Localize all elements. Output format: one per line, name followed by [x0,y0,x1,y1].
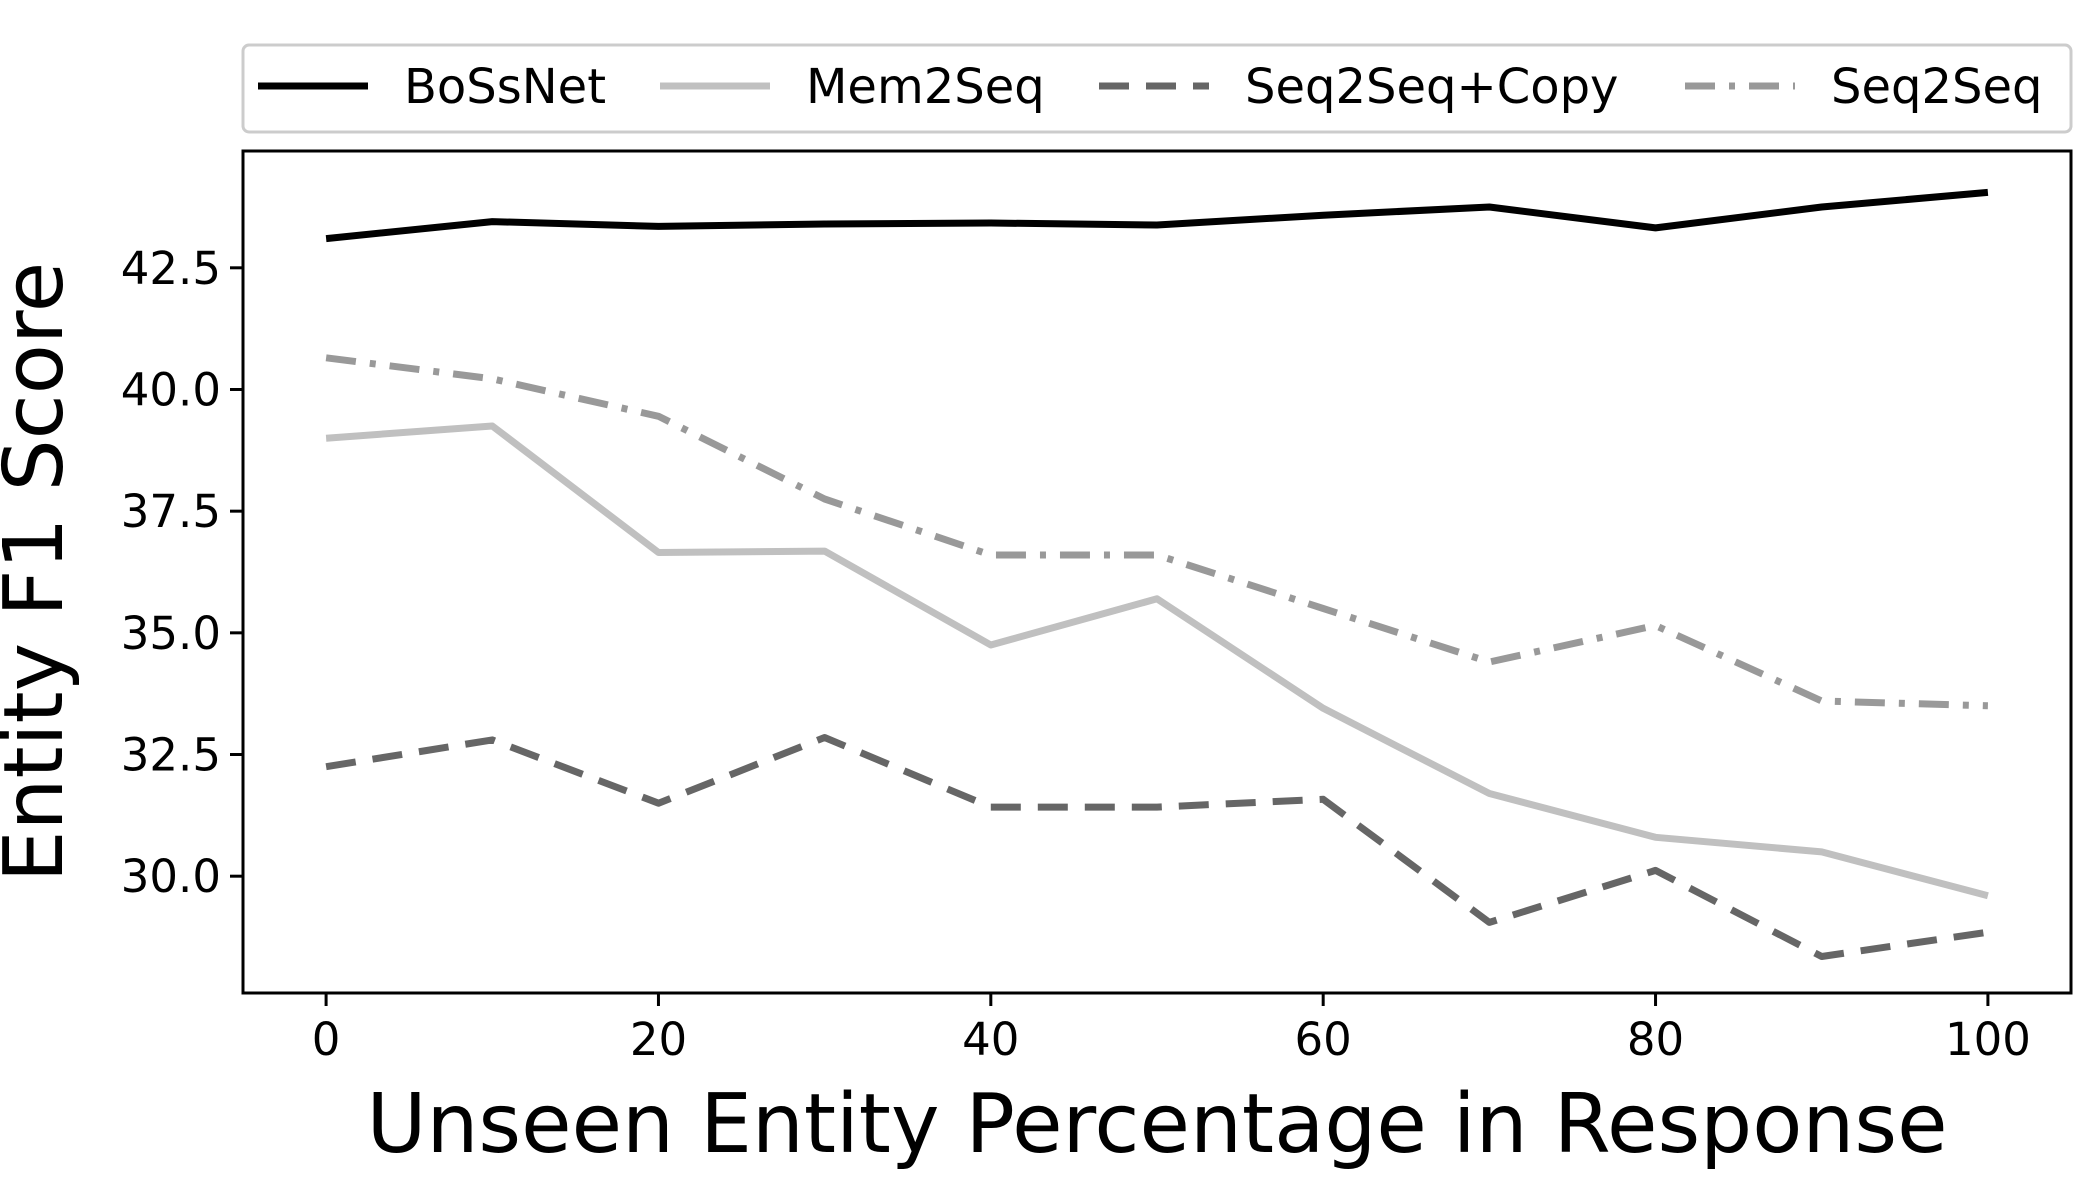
legend-label-bossnet: BoSsNet [404,59,606,115]
y-tick-label: 32.5 [121,729,221,782]
legend-label-seq2seq: Seq2Seq [1831,59,2042,115]
y-tick-label: 30.0 [121,850,221,903]
x-axis: 0 20 40 60 80 100 [312,993,2031,1066]
legend-label-seq2seq-copy: Seq2Seq+Copy [1245,59,1618,115]
x-axis-label: Unseen Entity Percentage in Response [366,1077,1947,1172]
y-tick-label: 37.5 [121,485,221,538]
x-tick-label: 80 [1627,1013,1684,1066]
y-axis: 30.0 32.5 35.0 37.5 40.0 42.5 [121,242,243,903]
legend: BoSsNet Mem2Seq Seq2Seq+Copy Seq2Seq [241,43,2073,134]
y-tick-label: 35.0 [121,607,221,660]
y-tick-label: 42.5 [121,242,221,295]
x-tick-label: 60 [1295,1013,1352,1066]
series-line-seq2seq [325,354,1989,710]
x-tick-label: 40 [962,1013,1019,1066]
x-tick-label: 0 [312,1013,341,1066]
legend-label-mem2seq: Mem2Seq [806,59,1045,115]
series-line-bossnet [325,188,1989,243]
x-tick-label: 100 [1945,1013,2031,1066]
series-line-seq2seq-copy [325,734,1989,960]
y-axis-label: Entity F1 Score [0,262,82,883]
y-tick-label: 40.0 [121,363,221,416]
series-layer [325,188,1989,960]
series-line-mem2seq [325,422,1989,900]
x-tick-label: 20 [630,1013,687,1066]
plot-area-frame [241,149,2073,995]
